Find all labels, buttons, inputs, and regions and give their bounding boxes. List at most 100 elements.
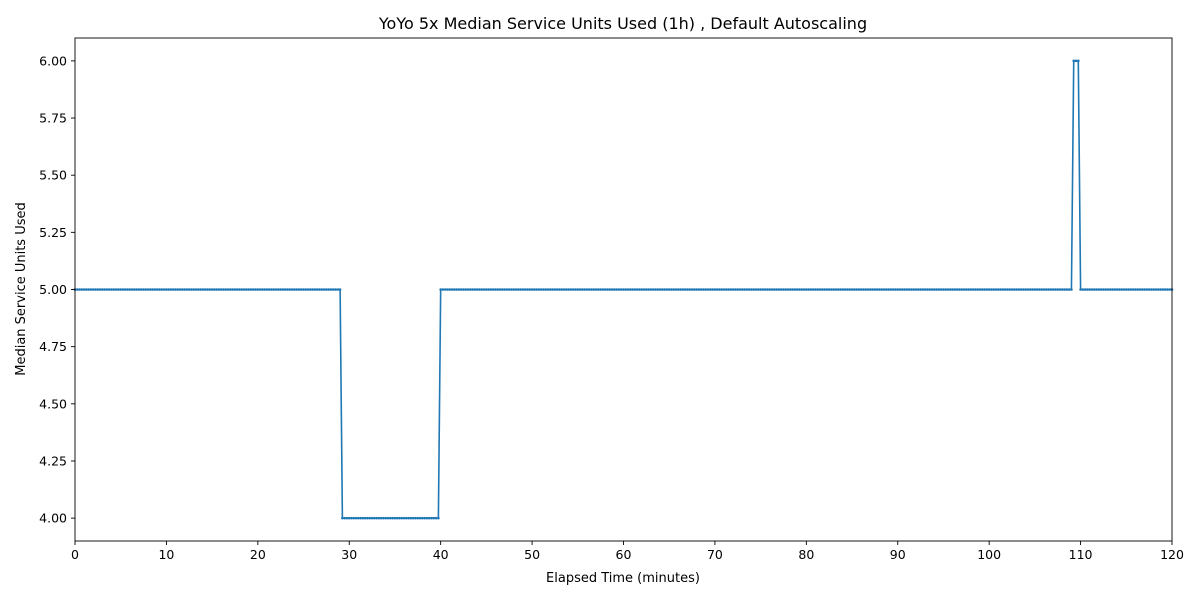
data-point — [841, 288, 845, 291]
data-point — [944, 288, 948, 291]
data-point — [1040, 288, 1044, 291]
x-tick-label: 30 — [341, 547, 357, 562]
data-point — [629, 288, 632, 291]
data-point — [638, 288, 641, 291]
data-point — [521, 288, 525, 291]
data-point — [880, 288, 884, 291]
data-point — [839, 288, 842, 291]
data-point — [304, 288, 308, 291]
data-point — [578, 288, 582, 291]
data-point — [1140, 288, 1144, 291]
data-point — [347, 516, 351, 520]
data-point — [1168, 288, 1172, 291]
data-point — [121, 288, 125, 291]
y-axis: 4.00 4.25 4.50 4.75 5.00 5.25 5.50 5.75 6.00 — [39, 53, 75, 526]
data-point — [777, 288, 781, 291]
data-point — [315, 288, 319, 291]
data-point — [939, 288, 943, 291]
data-point — [210, 288, 214, 291]
data-point — [1077, 59, 1080, 63]
data-point — [352, 516, 356, 520]
data-point — [270, 288, 273, 291]
data-point — [320, 288, 324, 291]
data-point — [235, 288, 239, 291]
data-point — [471, 288, 474, 291]
data-point — [862, 288, 865, 291]
data-point — [258, 288, 262, 291]
data-point — [425, 516, 429, 520]
y-tick-label: 4.25 — [39, 453, 67, 468]
data-point — [642, 288, 646, 291]
data-point — [727, 288, 730, 291]
data-point — [1015, 288, 1018, 291]
data-point — [875, 288, 879, 291]
data-point — [411, 516, 415, 520]
data-point — [690, 288, 694, 291]
data-point — [1019, 288, 1023, 291]
data-point — [722, 288, 726, 291]
data-point — [752, 288, 756, 291]
data-point — [830, 288, 833, 291]
data-point — [729, 288, 733, 291]
data-point — [818, 288, 822, 291]
data-point — [361, 516, 365, 520]
data-point — [162, 288, 166, 291]
data-point — [903, 288, 906, 291]
data-point — [343, 516, 346, 520]
data-point — [327, 288, 330, 291]
data-point — [199, 288, 202, 291]
data-point — [747, 288, 751, 291]
data-point — [857, 288, 861, 291]
plot-area — [73, 37, 1174, 542]
data-point — [112, 288, 116, 291]
data-point — [217, 288, 221, 291]
data-point — [672, 288, 676, 291]
data-point — [800, 288, 804, 291]
data-point — [487, 288, 490, 291]
data-point — [562, 288, 566, 291]
data-point — [853, 288, 856, 291]
data-point — [825, 288, 829, 291]
data-point — [418, 516, 422, 520]
data-point — [169, 288, 173, 291]
data-point — [983, 288, 986, 291]
data-point — [462, 288, 465, 291]
data-point — [969, 288, 973, 291]
data-point — [215, 288, 218, 291]
data-point — [1138, 288, 1142, 291]
data-point — [873, 288, 877, 291]
data-point — [734, 288, 737, 291]
x-tick-label: 100 — [977, 547, 1001, 562]
data-point — [469, 288, 472, 291]
data-point — [1045, 288, 1048, 291]
data-point — [901, 288, 904, 291]
data-point — [887, 288, 890, 291]
data-point — [389, 516, 392, 520]
data-point — [736, 288, 740, 291]
data-point — [965, 288, 968, 291]
data-point — [791, 288, 794, 291]
data-point — [546, 288, 550, 291]
data-point — [592, 288, 596, 291]
data-point — [457, 288, 461, 291]
data-point — [626, 288, 630, 291]
data-point — [1063, 288, 1066, 291]
data-point — [610, 288, 614, 291]
data-point — [192, 288, 196, 291]
data-point — [898, 288, 902, 291]
data-point — [859, 288, 863, 291]
data-point — [633, 288, 637, 291]
data-point — [151, 288, 154, 291]
data-point — [1017, 288, 1021, 291]
data-point — [697, 288, 701, 291]
data-point — [663, 288, 666, 291]
data-point — [1022, 288, 1025, 291]
data-point — [503, 288, 506, 291]
data-point — [130, 288, 134, 291]
data-point — [745, 288, 749, 291]
data-point — [453, 288, 456, 291]
data-point — [709, 288, 712, 291]
data-point — [923, 288, 927, 291]
data-point — [960, 288, 964, 291]
data-point — [370, 516, 374, 520]
